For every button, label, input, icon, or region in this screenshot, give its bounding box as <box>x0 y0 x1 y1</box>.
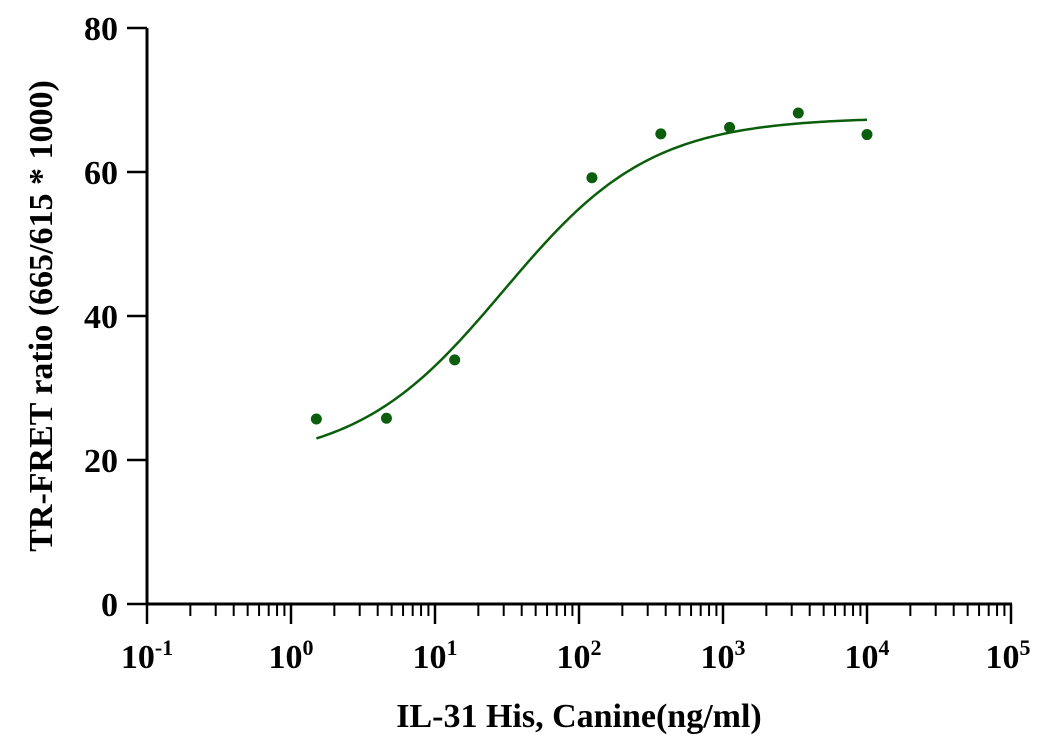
data-point <box>861 129 873 141</box>
fit-curve-layer <box>315 118 868 440</box>
x-minor-ticks <box>189 604 1006 616</box>
data-point <box>380 412 392 424</box>
y-tick-label: 20 <box>84 443 118 480</box>
x-ticks: 10-1 100 101 102 103 104 105 <box>121 604 1031 676</box>
x-tick-label: 105 <box>986 635 1031 676</box>
x-tick-label: 101 <box>413 635 458 676</box>
y-tick-label: 0 <box>101 587 118 624</box>
x-tick-label: 102 <box>557 635 602 676</box>
data-point <box>655 128 667 140</box>
x-axis-title: IL-31 His, Canine(ng/ml) <box>396 698 762 735</box>
data-points-layer <box>310 107 873 425</box>
data-point <box>449 354 461 366</box>
y-ticks: 0 20 40 60 80 <box>84 11 147 624</box>
data-point <box>792 107 804 119</box>
fit-curve <box>315 118 868 440</box>
x-tick-label: 100 <box>269 635 314 676</box>
x-tick-label: 104 <box>845 635 890 676</box>
y-axis-title: TR-FRET ratio (665/615 * 1000) <box>23 80 60 552</box>
y-tick-label: 40 <box>84 299 118 336</box>
x-tick-label: 103 <box>701 635 746 676</box>
y-tick-label: 60 <box>84 155 118 192</box>
y-tick-label: 80 <box>84 11 118 48</box>
data-point <box>310 413 322 425</box>
data-point <box>586 172 598 184</box>
data-point <box>724 121 736 133</box>
x-tick-label: 10-1 <box>121 635 173 676</box>
